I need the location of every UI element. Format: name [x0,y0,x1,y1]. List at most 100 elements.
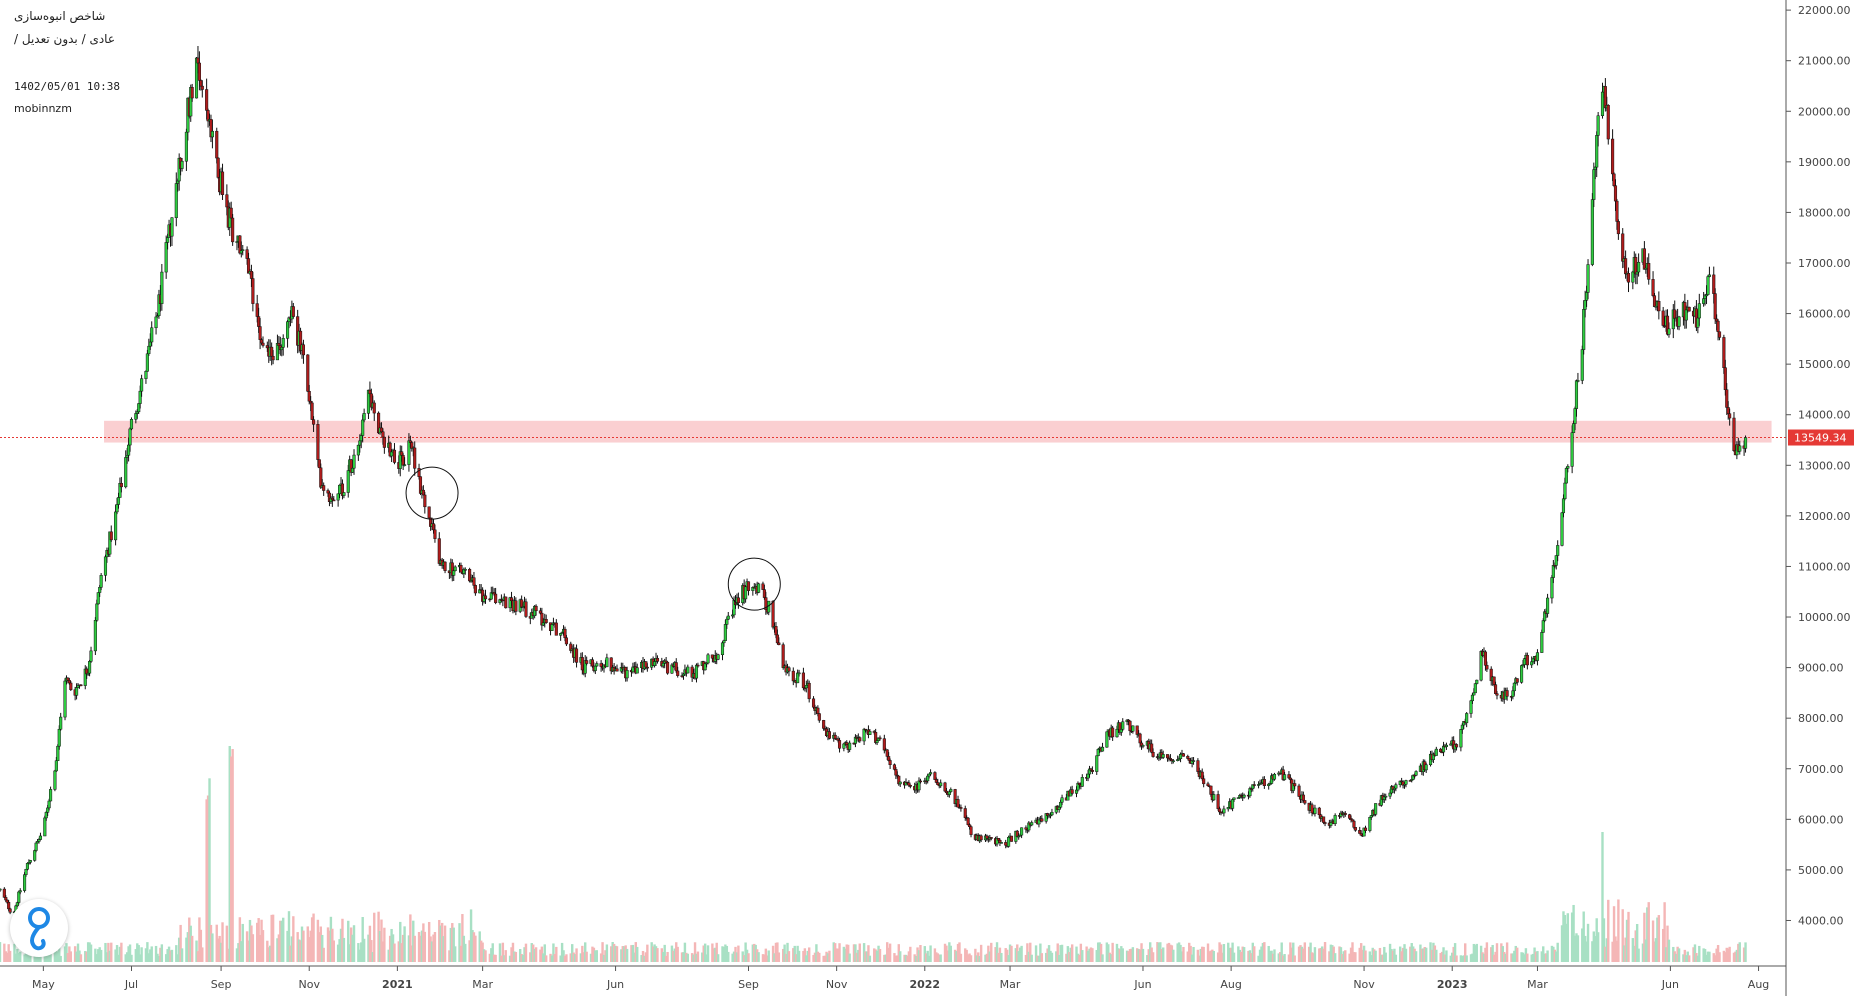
brand-logo[interactable] [10,899,68,957]
volume-bar [757,952,760,962]
candle-body [605,657,609,668]
volume-bar [1560,925,1564,962]
volume-bar [471,930,474,962]
volume-bar [1108,952,1111,962]
candle-body [949,789,953,792]
candle-body [1738,445,1742,452]
volume-bar [595,950,598,962]
volume-bar [847,944,850,962]
candle-body [379,427,384,433]
volume-bar [857,949,860,962]
candle-body [154,316,158,329]
volume-bar [1227,942,1230,962]
volume-bar [692,954,695,962]
volume-bar [844,948,847,962]
volume-bar [209,924,213,962]
volume-bar [245,931,249,962]
candle-body [858,737,862,742]
volume-bar [430,941,434,962]
candle-body [1352,820,1356,828]
volume-bar [1586,923,1590,962]
volume-bar [1352,952,1356,962]
candle-body [1135,725,1139,735]
volume-bar [1115,943,1119,962]
volume-bar [1643,912,1646,962]
candle-body [322,485,326,491]
candle-body [326,490,330,494]
candle-body [372,402,376,414]
volume-bar [1433,945,1437,962]
candle-body [1564,468,1568,484]
volume-bar [611,942,614,962]
volume-bar [1411,946,1415,962]
volume-bar [899,951,902,962]
volume-bar [990,942,993,962]
volume-bar [339,928,343,962]
candle-body [24,868,28,875]
candle-body [959,807,963,809]
volume-bar [868,955,872,962]
volume-bar [978,955,981,962]
candle-body [1287,774,1291,779]
volume-bar [1000,952,1003,962]
volume-bar [539,949,542,962]
y-tick-label: 19000.00 [1798,156,1851,169]
volume-bar [660,948,664,962]
volume-bar [329,916,333,962]
volume-bar [1576,935,1580,962]
author-label: mobinnzm [14,102,72,115]
volume-bar [1156,942,1159,962]
candle-body [4,897,8,901]
candle-body [119,483,123,488]
volume-bar [1258,949,1262,962]
volume-bar [984,954,987,962]
volume-bar [1338,946,1341,962]
volume-bar [407,935,411,962]
candle-body [225,194,229,208]
volume-bar [897,944,900,962]
candle-body [351,467,355,473]
volume-bar [297,939,301,962]
candle-body [1525,655,1529,666]
volume-bar [825,951,828,962]
volume-bar [579,953,583,962]
time-axis-labels[interactable]: May Jul Sep Nov 2021 Mar Jun Sep Nov 2022 Mar Jun Au… [32,966,1769,991]
volume-bar [563,955,567,962]
volume-bar [140,947,143,962]
volume-bar [115,945,119,962]
volume-bar [1646,907,1649,962]
candle-body [427,506,431,519]
price-axis-labels[interactable]: 4000.00 5000.00 6000.00 7000.00 8000.00 9000.… [1786,4,1854,927]
volume-bar [1722,950,1726,962]
volume-bar [771,945,775,962]
candle-body [1348,814,1352,819]
y-tick-label: 17000.00 [1798,257,1851,270]
candle-body [1684,309,1688,321]
volume-bar [176,954,179,962]
candle-body [777,642,781,645]
volume-bar [862,943,866,962]
volume-bar [459,945,463,962]
volume-bar [147,953,151,962]
volume-bar [1277,953,1281,962]
volume-bar [318,932,321,962]
y-tick-label: 22000.00 [1798,4,1851,17]
volume-bar [1302,948,1305,962]
volume-bar [641,950,645,962]
volume-bar [1140,943,1143,962]
candle-body [346,470,350,493]
volume-bar [138,954,142,962]
volume-bar [1604,946,1607,962]
candle-body [907,782,911,786]
volume-bar [1339,947,1343,962]
volume-bar [1040,953,1044,962]
candle-body [1531,658,1535,662]
volume-bar [199,929,203,962]
volume-bar [1453,943,1457,962]
candle-body [38,835,43,840]
volume-bar [296,932,299,962]
volume-bar [1633,945,1636,962]
volume-bar [472,932,476,962]
x-tick-label: Sep [738,978,759,991]
